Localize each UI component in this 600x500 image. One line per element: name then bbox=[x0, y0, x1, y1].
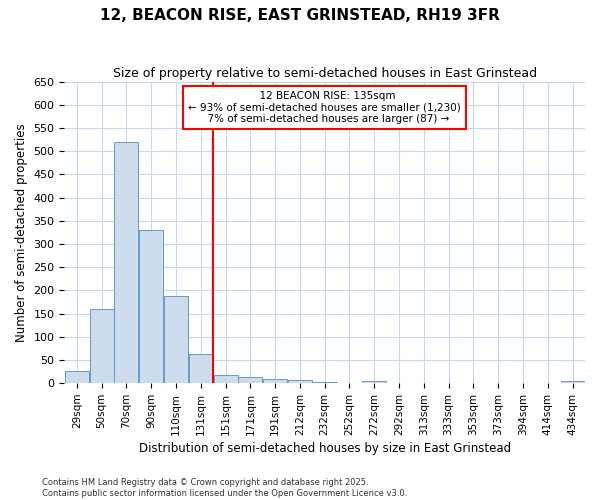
Bar bbox=[313, 382, 337, 383]
Bar bbox=[214, 375, 238, 383]
Bar bbox=[164, 296, 188, 383]
Bar bbox=[560, 382, 584, 383]
Bar bbox=[65, 370, 89, 383]
Bar bbox=[288, 380, 312, 383]
Bar bbox=[115, 142, 139, 383]
Bar bbox=[263, 378, 287, 383]
Bar bbox=[238, 377, 262, 383]
Bar bbox=[89, 309, 113, 383]
X-axis label: Distribution of semi-detached houses by size in East Grinstead: Distribution of semi-detached houses by … bbox=[139, 442, 511, 455]
Bar bbox=[189, 354, 213, 383]
Text: 12 BEACON RISE: 135sqm
← 93% of semi-detached houses are smaller (1,230)
  7% of: 12 BEACON RISE: 135sqm ← 93% of semi-det… bbox=[188, 90, 461, 124]
Bar bbox=[362, 381, 386, 383]
Y-axis label: Number of semi-detached properties: Number of semi-detached properties bbox=[15, 123, 28, 342]
Text: 12, BEACON RISE, EAST GRINSTEAD, RH19 3FR: 12, BEACON RISE, EAST GRINSTEAD, RH19 3F… bbox=[100, 8, 500, 22]
Text: Contains HM Land Registry data © Crown copyright and database right 2025.
Contai: Contains HM Land Registry data © Crown c… bbox=[42, 478, 407, 498]
Title: Size of property relative to semi-detached houses in East Grinstead: Size of property relative to semi-detach… bbox=[113, 68, 537, 80]
Bar bbox=[139, 230, 163, 383]
